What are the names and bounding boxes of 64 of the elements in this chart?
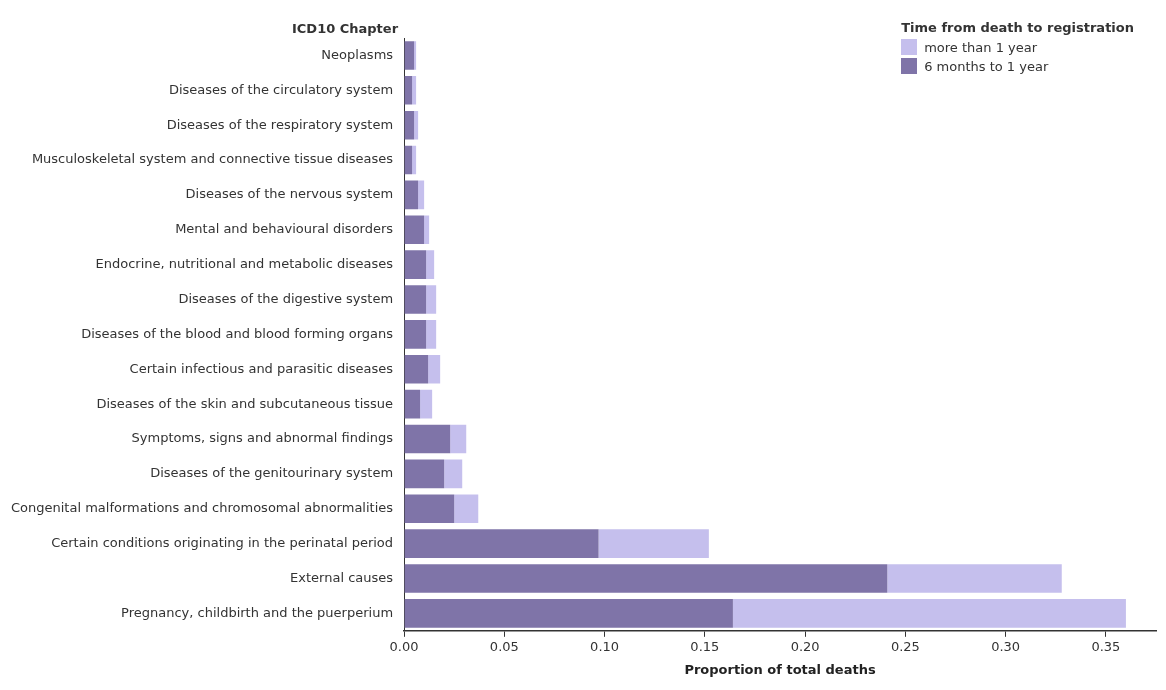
bar — [404, 459, 445, 489]
bar — [426, 285, 437, 314]
bar — [404, 76, 413, 105]
bar — [424, 215, 430, 245]
bar — [404, 529, 599, 558]
bar — [404, 180, 419, 210]
x-tick-label: 0.15 — [690, 638, 720, 654]
bar — [404, 494, 455, 524]
y-tick-label: Pregnancy, childbirth and the puerperium — [121, 604, 394, 620]
y-tick-label: External causes — [290, 569, 394, 585]
bar — [414, 41, 417, 70]
y-tick-label: Diseases of the respiratory system — [166, 116, 394, 132]
legend-label: more than 1 year — [924, 39, 1038, 55]
x-tick-label: 0.35 — [1091, 638, 1121, 654]
bar — [404, 564, 888, 593]
bar — [404, 354, 429, 384]
bar — [444, 459, 463, 489]
bar — [414, 110, 419, 140]
legend-title: Time from death to registration — [901, 20, 1134, 35]
y-tick-label: Diseases of the genitourinary system — [150, 465, 394, 481]
y-tick-label: Congenital malformations and chromosomal abnormalities — [10, 500, 394, 516]
bar — [404, 320, 427, 349]
x-axis-title: Proportion of total deaths — [684, 661, 876, 677]
y-tick-label: Diseases of the skin and subcutaneous tissue — [96, 395, 394, 411]
y-tick-label: Symptoms, signs and abnormal findings — [131, 430, 394, 446]
bar — [598, 529, 709, 558]
x-tick-label: 0.00 — [389, 638, 419, 654]
bar — [404, 215, 425, 245]
bar — [412, 76, 417, 105]
bar — [404, 41, 415, 70]
bar — [404, 110, 415, 140]
x-tick-label: 0.20 — [790, 638, 820, 654]
y-tick-label: Mental and behavioural disorders — [175, 221, 394, 237]
bar — [404, 389, 421, 419]
y-tick-label: Neoplasms — [321, 46, 394, 62]
y-tick-label: Diseases of the circulatory system — [168, 81, 394, 97]
bar — [404, 599, 733, 628]
y-tick-label: Endocrine, nutritional and metabolic diseases — [95, 256, 394, 272]
x-tick-label: 0.05 — [489, 638, 519, 654]
legend-label: 6 months to 1 year — [924, 58, 1049, 74]
bar — [887, 564, 1062, 593]
y-tick-label: Diseases of the nervous system — [185, 186, 394, 202]
bar — [404, 424, 451, 454]
bar — [454, 494, 479, 524]
bar — [404, 250, 427, 279]
bar — [420, 389, 433, 419]
bar — [404, 285, 427, 314]
bar — [426, 250, 435, 279]
x-tick-label: 0.30 — [991, 638, 1021, 654]
y-axis-title: ICD10 Chapter — [291, 20, 399, 36]
bar — [428, 354, 441, 384]
bar — [732, 599, 1126, 628]
y-tick-label: Certain conditions originating in the perinatal period — [51, 535, 394, 550]
bar — [404, 145, 413, 175]
y-tick-label: Musculoskeletal system and connective tissue diseases — [31, 151, 394, 167]
bar — [418, 180, 425, 210]
bar — [450, 424, 467, 454]
y-tick-label: Diseases of the blood and blood forming organs — [81, 325, 394, 341]
bar — [412, 145, 417, 175]
y-tick-label: Certain infectious and parasitic diseases — [129, 360, 394, 376]
x-tick-label: 0.10 — [590, 638, 620, 654]
bar — [426, 320, 437, 349]
y-tick-label: Diseases of the digestive system — [178, 290, 394, 306]
x-tick-label: 0.25 — [890, 638, 920, 654]
